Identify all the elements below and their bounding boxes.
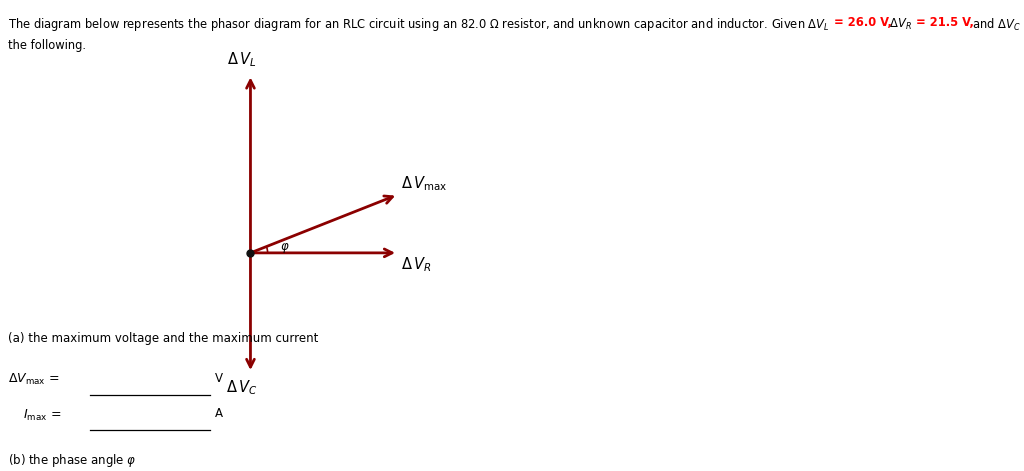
Text: (a) the maximum voltage and the maximum current: (a) the maximum voltage and the maximum …: [8, 332, 318, 345]
Text: $\varphi$: $\varphi$: [280, 241, 290, 255]
Text: $\Delta\,V_L$: $\Delta\,V_L$: [227, 50, 257, 69]
Text: = 26.0 V,: = 26.0 V,: [829, 16, 892, 30]
Text: $\Delta V_\mathrm{max}$ =: $\Delta V_\mathrm{max}$ =: [8, 372, 60, 387]
Text: and $\Delta V_C$: and $\Delta V_C$: [969, 16, 1021, 32]
Text: $\Delta\,V_C$: $\Delta\,V_C$: [226, 378, 258, 397]
Text: = 17.5 V,: = 17.5 V,: [1021, 16, 1024, 30]
Text: A: A: [215, 407, 223, 421]
Text: (b) the phase angle $\varphi$: (b) the phase angle $\varphi$: [8, 452, 137, 469]
Text: $\Delta\,V_R$: $\Delta\,V_R$: [401, 255, 432, 274]
Text: $\Delta\,V_\mathrm{max}$: $\Delta\,V_\mathrm{max}$: [401, 174, 447, 193]
Text: the following.: the following.: [8, 39, 86, 52]
Text: $I_\mathrm{max}$ =: $I_\mathrm{max}$ =: [23, 407, 60, 422]
Text: The diagram below represents the phasor diagram for an RLC circuit using an 82.0: The diagram below represents the phasor …: [8, 16, 829, 33]
Text: V: V: [215, 372, 223, 385]
Text: = 21.5 V,: = 21.5 V,: [912, 16, 974, 30]
Text: $\Delta V_R$: $\Delta V_R$: [886, 16, 912, 32]
